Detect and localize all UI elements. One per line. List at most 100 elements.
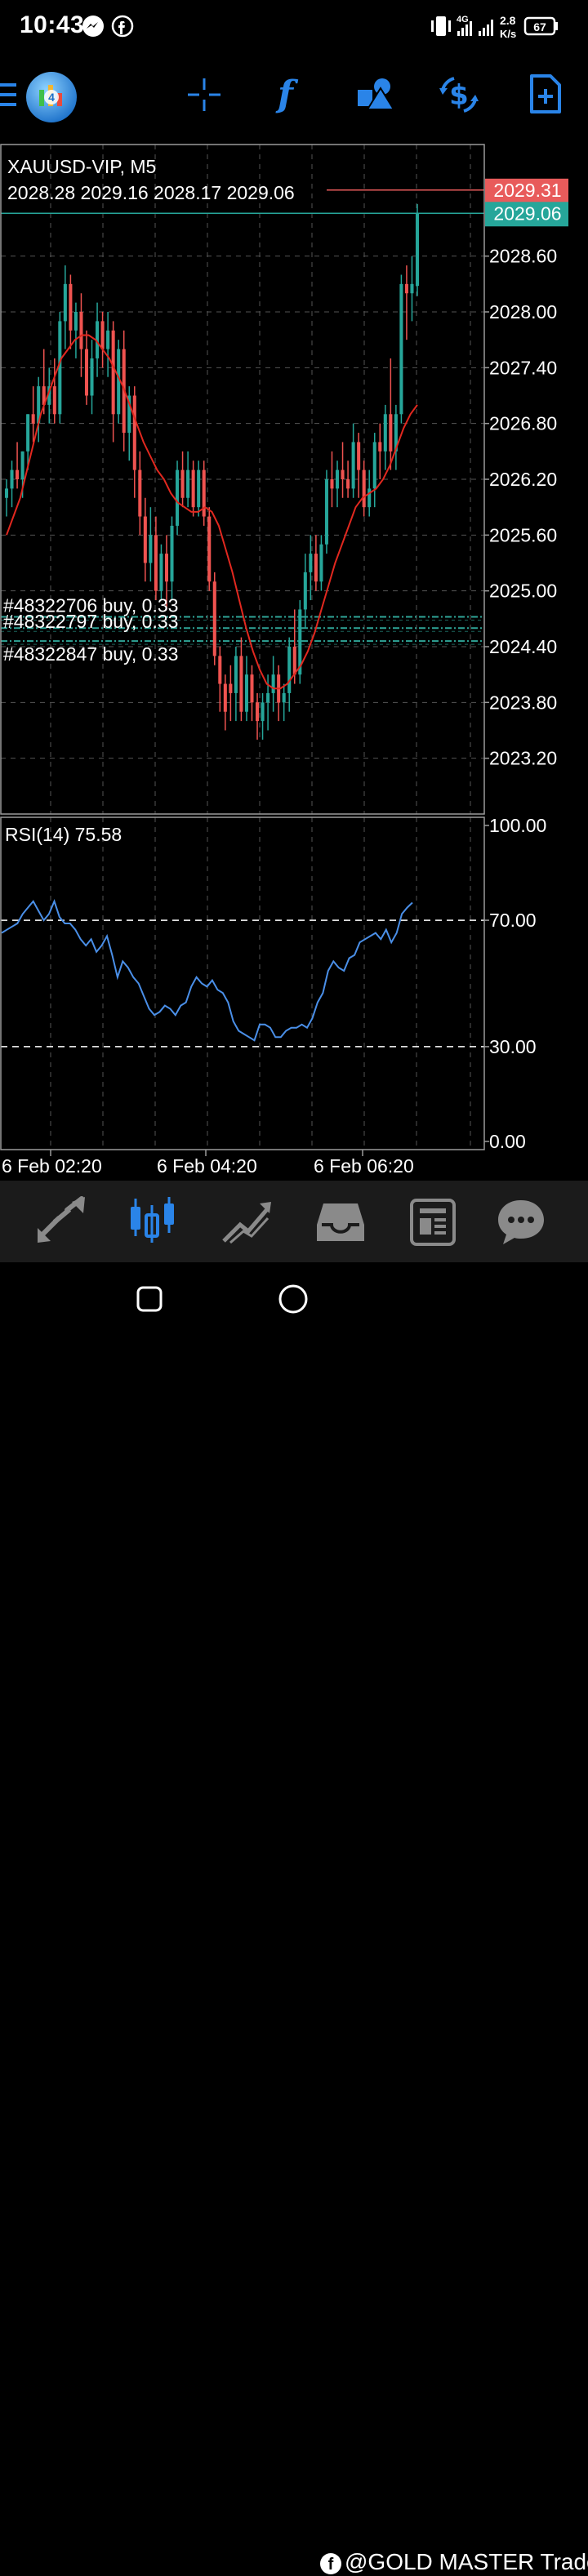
chart-area[interactable]: 2028.60 2028.00 2027.40 2026.80 2026.20 2025.… — [0, 144, 588, 1181]
candle-body — [346, 479, 350, 489]
bid-price-tag: 2029.06 — [485, 202, 568, 227]
candle-body — [410, 283, 414, 294]
svg-text:f: f — [275, 75, 299, 114]
new-order-icon[interactable] — [529, 73, 562, 114]
time-tick-label: 6 Feb 04:20 — [157, 1155, 257, 1177]
status-bar: 10:43 4G — [0, 0, 588, 57]
order-lines — [1, 616, 484, 645]
candle-body — [298, 609, 302, 675]
chart-toolbar: 4 f $ — [0, 65, 588, 131]
rsi-axis: 100.00 70.00 30.00 0.00 — [484, 815, 546, 1152]
price-tick-label: 2027.40 — [489, 357, 557, 378]
watermark-text: @GOLD MASTER Trader — [345, 2549, 588, 2574]
candle-body — [261, 702, 265, 722]
battery-icon: 67 — [523, 16, 558, 36]
price-tick-label: 2023.80 — [489, 692, 557, 713]
candle-body — [84, 349, 89, 396]
candle-body — [42, 386, 46, 405]
candle-body — [52, 386, 56, 415]
candle-body — [335, 469, 340, 489]
candle-body — [154, 535, 158, 591]
candle-body — [111, 330, 115, 415]
menu-icon[interactable] — [0, 82, 18, 109]
candle-body — [303, 572, 307, 610]
candle-body — [202, 469, 206, 517]
symbol-timeframe: XAUUSD-VIP, M5 — [7, 156, 156, 177]
candle-body — [132, 395, 136, 470]
ohlc-values: 2028.28 2029.16 2028.17 2029.06 — [7, 182, 295, 203]
candle-body — [207, 516, 212, 582]
time-tick-label: 6 Feb 06:20 — [314, 1155, 414, 1177]
chart-icon[interactable] — [124, 1195, 181, 1248]
candle-body — [399, 283, 403, 415]
candle-body — [186, 469, 190, 498]
home-button[interactable] — [278, 1284, 310, 1316]
candle-body — [74, 312, 78, 331]
price-tick-label: 2026.80 — [489, 413, 557, 434]
candle-body — [319, 544, 323, 582]
ask-price-label: 2029.31 — [493, 180, 561, 201]
order-label-2[interactable]: #48322797 buy, 0.33 — [3, 611, 178, 632]
objects-icon[interactable] — [356, 77, 395, 113]
candle-body — [58, 321, 62, 415]
candle-body — [341, 469, 345, 479]
candle-body — [176, 469, 180, 526]
candle-body — [244, 674, 248, 712]
order-label-3[interactable]: #48322847 buy, 0.33 — [3, 643, 178, 665]
signal-icon: 4G — [457, 15, 493, 36]
candle-body — [170, 525, 174, 582]
svg-text:4: 4 — [48, 91, 55, 104]
candle-body — [117, 349, 121, 415]
candle-body — [20, 451, 24, 479]
candle-body — [100, 321, 105, 349]
candle-body — [239, 656, 243, 712]
indicators-icon[interactable]: f — [274, 75, 304, 114]
notification-icons — [82, 15, 134, 38]
rsi-tick-label: 0.00 — [489, 1131, 526, 1152]
candle-body — [351, 442, 355, 489]
candle-body — [383, 414, 387, 452]
trade-icon[interactable]: $ — [438, 73, 480, 116]
order-label-1[interactable]: #48322706 buy, 0.33 — [3, 595, 178, 616]
candle-body — [159, 554, 163, 591]
rsi-tick-label: 30.00 — [489, 1036, 537, 1057]
system-icons: 4G 2.8 K/s 67 — [431, 14, 558, 40]
candle-body — [106, 330, 110, 349]
bid-price-label: 2029.06 — [493, 202, 561, 224]
bid-tag-bg — [485, 202, 568, 227]
price-tick-label: 2028.60 — [489, 246, 557, 267]
candle-body — [229, 683, 233, 693]
candle-body — [372, 442, 376, 489]
candle-body — [218, 656, 222, 684]
metatrader-logo-icon[interactable]: 4 — [24, 70, 78, 124]
moving-average-line — [6, 334, 418, 690]
candle-body — [127, 395, 131, 434]
candle-body — [234, 656, 238, 693]
candle-body — [368, 488, 372, 508]
candle-body — [287, 647, 292, 693]
messages-icon[interactable] — [493, 1195, 550, 1248]
candle-body — [69, 283, 73, 331]
candle-body — [37, 386, 41, 424]
price-tick-label: 2025.00 — [489, 581, 557, 602]
crosshair-icon[interactable] — [186, 77, 222, 113]
candle-body — [16, 469, 20, 479]
history-icon[interactable] — [312, 1195, 369, 1248]
candle-body — [357, 442, 361, 470]
candle-body — [389, 414, 393, 452]
watermark: f @GOLD MASTER Trader — [320, 2549, 588, 2575]
news-icon[interactable] — [405, 1195, 462, 1248]
price-tick-label: 2024.40 — [489, 636, 557, 657]
rsi-tick-label: 100.00 — [489, 815, 546, 836]
trade-tab-icon[interactable] — [219, 1195, 276, 1248]
candle-body — [212, 581, 216, 656]
price-chart[interactable]: 2028.60 2028.00 2027.40 2026.80 2026.20 2025.… — [0, 144, 588, 1181]
candle-body — [256, 702, 260, 722]
time-axis: 6 Feb 02:20 6 Feb 04:20 6 Feb 06:20 — [2, 1150, 414, 1177]
recents-button[interactable] — [136, 1285, 165, 1315]
candle-body — [149, 535, 153, 563]
candle-body — [31, 414, 35, 424]
candle-body — [143, 516, 147, 563]
quotes-icon[interactable] — [34, 1195, 91, 1248]
candle-body — [271, 674, 275, 693]
